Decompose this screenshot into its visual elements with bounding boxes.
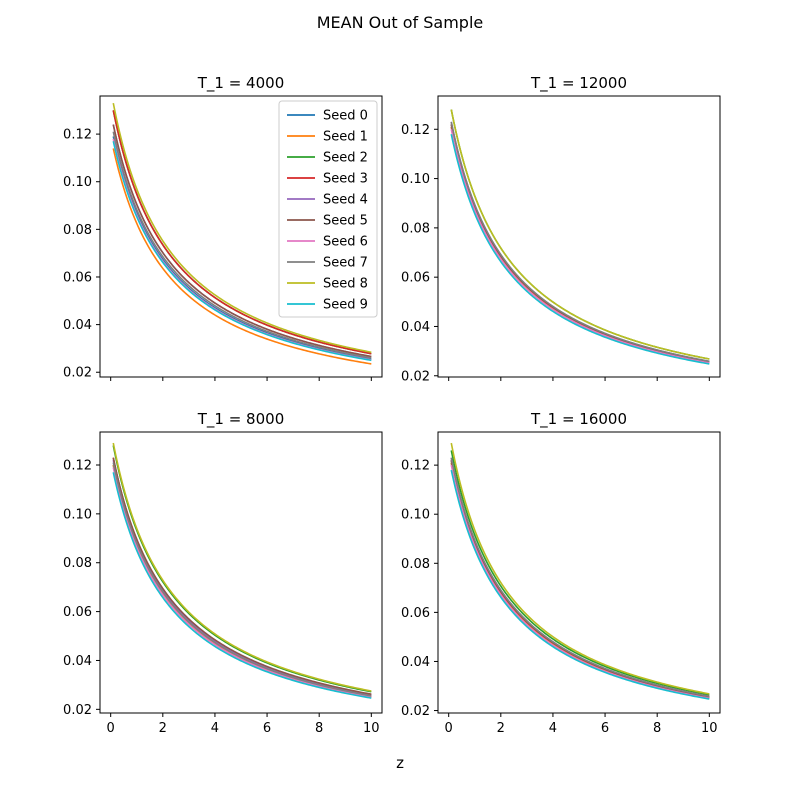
y-tick-label: 0.04 xyxy=(401,655,430,670)
y-tick-label: 0.10 xyxy=(401,508,430,523)
series-line-seed-2 xyxy=(450,450,710,696)
y-tick-label: 0.02 xyxy=(401,369,430,384)
y-tick-label: 0.06 xyxy=(401,271,430,286)
legend-label: Seed 2 xyxy=(323,151,368,166)
x-tick-label: 4 xyxy=(211,721,219,736)
subplot-title: T_1 = 4000 xyxy=(197,74,284,93)
x-tick-label: 4 xyxy=(549,721,557,736)
series-line-seed-7 xyxy=(112,131,372,359)
series-line-seed-6 xyxy=(112,467,372,698)
legend-label: Seed 5 xyxy=(323,214,368,229)
x-tick-label: 10 xyxy=(701,721,718,736)
subplot-title: T_1 = 16000 xyxy=(530,410,627,429)
y-tick-label: 0.10 xyxy=(63,507,92,522)
subplot-3: T_1 = 8000 0.02 0.04 0.06 0.08 0.10 0.12 0 2 4 6 8 1… xyxy=(63,410,383,736)
legend: Seed 0 Seed 1 Seed 2 Seed 3 Seed 4 Seed 5 Seed… xyxy=(278,100,378,318)
y-tick-label: 0.04 xyxy=(63,318,92,333)
y-tick-label: 0.02 xyxy=(63,703,92,718)
plot-frame xyxy=(437,95,721,378)
subplot-title: T_1 = 8000 xyxy=(197,410,284,429)
x-tick-label: 2 xyxy=(159,721,167,736)
series-line-seed-8 xyxy=(450,109,710,360)
y-tick-label: 0.12 xyxy=(63,128,92,143)
y-tick-label: 0.12 xyxy=(63,458,92,473)
series-line-seed-1 xyxy=(112,148,372,365)
y-tick-label: 0.02 xyxy=(401,704,430,719)
series-line-seed-6 xyxy=(450,464,710,700)
series-line-seed-7 xyxy=(450,121,710,363)
series-line-seed-7 xyxy=(112,462,372,697)
x-tick-label: 8 xyxy=(653,721,661,736)
y-tick-label: 0.04 xyxy=(63,654,92,669)
legend-label: Seed 8 xyxy=(323,277,368,292)
series-line-seed-9 xyxy=(450,134,710,365)
legend-label: Seed 7 xyxy=(323,256,368,271)
legend-label: Seed 6 xyxy=(323,235,368,250)
series-line-seed-9 xyxy=(112,472,372,699)
x-tick-label: 2 xyxy=(497,721,505,736)
series-line-seed-5 xyxy=(112,124,372,358)
subplot-title: T_1 = 12000 xyxy=(530,74,627,93)
legend-box xyxy=(278,100,378,318)
y-tick-label: 0.06 xyxy=(63,270,92,285)
x-tick-label: 6 xyxy=(601,721,609,736)
legend-label: Seed 4 xyxy=(323,193,368,208)
y-tick-label: 0.06 xyxy=(63,605,92,620)
series-line-seed-8 xyxy=(112,102,372,354)
x-tick-label: 10 xyxy=(363,721,380,736)
legend-label: Seed 1 xyxy=(323,130,368,145)
x-tick-label: 6 xyxy=(263,721,271,736)
subplot-1: T_1 = 4000 0.02 0.04 0.06 0.08 0.10 0.12 Seed 0… xyxy=(63,74,383,381)
subplot-2: T_1 = 12000 0.02 0.04 0.06 0.08 0.10 0.12 xyxy=(401,74,721,384)
legend-label: Seed 9 xyxy=(323,298,368,313)
y-tick-label: 0.12 xyxy=(401,459,430,474)
series-line-seed-8 xyxy=(450,442,710,695)
x-tick-label: 0 xyxy=(445,721,453,736)
x-tick-label: 0 xyxy=(107,721,115,736)
y-tick-label: 0.04 xyxy=(401,320,430,335)
series-line-seed-9 xyxy=(112,141,372,362)
figure-title: MEAN Out of Sample xyxy=(317,13,484,32)
y-tick-label: 0.08 xyxy=(63,223,92,238)
legend-label: Seed 3 xyxy=(323,172,368,187)
y-tick-label: 0.08 xyxy=(401,557,430,572)
y-tick-label: 0.10 xyxy=(401,172,430,187)
series-line-seed-8 xyxy=(112,442,372,692)
plot-frame xyxy=(99,431,383,714)
series-line-seed-3 xyxy=(112,110,372,355)
legend-label: Seed 0 xyxy=(323,109,368,124)
y-tick-label: 0.02 xyxy=(63,366,92,381)
y-tick-label: 0.08 xyxy=(63,556,92,571)
series-line-seed-7 xyxy=(450,457,710,698)
subplot-grid: T_1 = 4000 0.02 0.04 0.06 0.08 0.10 0.12 Seed 0… xyxy=(63,74,721,736)
series-line-seed-9 xyxy=(450,469,710,700)
plot-frame xyxy=(437,431,721,714)
plot-frame xyxy=(99,95,383,378)
subplot-4: T_1 = 16000 0.02 0.04 0.06 0.08 0.10 0.12 0 2 4 6 8… xyxy=(401,410,721,736)
series-line-seed-5 xyxy=(112,457,372,695)
x-tick-label: 8 xyxy=(315,721,323,736)
y-tick-label: 0.10 xyxy=(63,175,92,190)
y-tick-label: 0.06 xyxy=(401,606,430,621)
series-line-seed-6 xyxy=(450,129,710,364)
y-tick-label: 0.12 xyxy=(401,123,430,138)
y-tick-label: 0.08 xyxy=(401,221,430,236)
x-axis-label: z xyxy=(396,754,404,772)
